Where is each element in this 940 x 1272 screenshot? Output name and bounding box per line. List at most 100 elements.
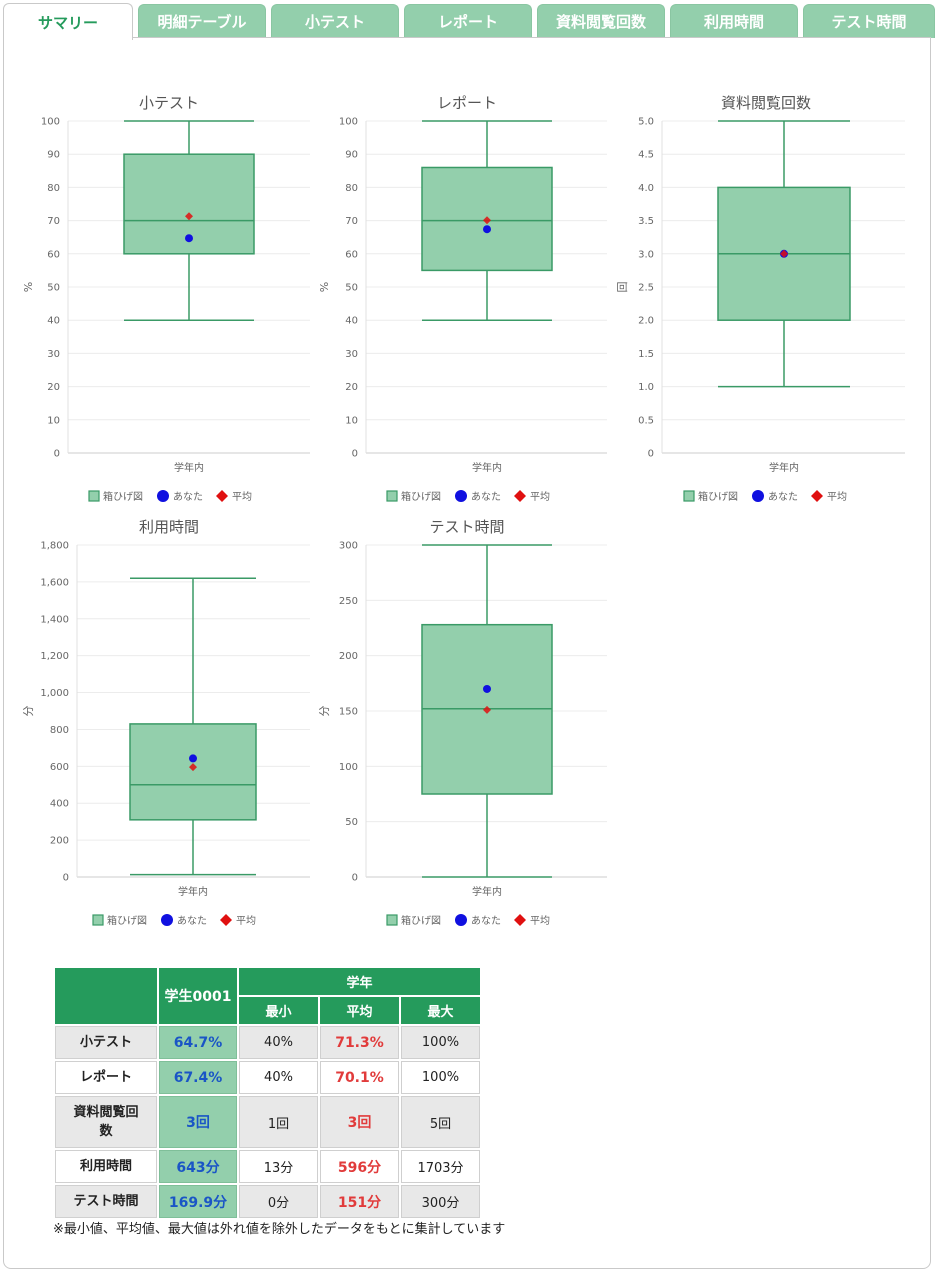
col-header-min: 最小 <box>239 997 318 1024</box>
you-value: 64.7% <box>159 1026 237 1059</box>
y-tick-label: 1,400 <box>40 614 69 625</box>
tab-usage-time[interactable]: 利用時間 <box>670 4 798 38</box>
y-tick-label: 200 <box>339 651 358 662</box>
y-tick-label: 50 <box>345 817 358 828</box>
tab-bar: サマリー 明細テーブル 小テスト レポート 資料閲覧回数 利用時間 テスト時間 <box>3 3 935 40</box>
min-value: 13分 <box>239 1150 318 1183</box>
legend-you-swatch <box>455 914 467 926</box>
y-axis-label: 回 <box>616 282 629 293</box>
tab-test-time[interactable]: テスト時間 <box>803 4 935 38</box>
y-tick-label: 1,000 <box>40 688 69 699</box>
legend-you-swatch <box>455 490 467 502</box>
legend-you-label: あなた <box>471 915 501 927</box>
y-tick-label: 20 <box>345 382 358 393</box>
tab-material-views[interactable]: 資料閲覧回数 <box>537 4 665 38</box>
you-value: 67.4% <box>159 1061 237 1094</box>
y-tick-label: 2.5 <box>638 283 654 294</box>
legend-avg-label: 平均 <box>530 491 550 503</box>
avg-value: 70.1% <box>320 1061 399 1094</box>
legend-box-swatch <box>386 490 398 502</box>
y-tick-label: 1,800 <box>40 541 69 552</box>
avg-point <box>185 212 193 221</box>
you-point <box>483 225 491 234</box>
y-tick-label: 0 <box>648 449 654 460</box>
y-tick-label: 600 <box>50 762 69 773</box>
legend-avg-label: 平均 <box>530 915 550 927</box>
x-tick-label: 学年内 <box>174 461 204 474</box>
y-tick-label: 0 <box>352 449 358 460</box>
chart-legend: 箱ひげ図 あなた 平均 <box>92 914 256 927</box>
legend-box-label: 箱ひげ図 <box>698 490 738 503</box>
y-tick-label: 20 <box>47 382 60 393</box>
legend-box-swatch <box>683 490 695 502</box>
avg-point <box>780 249 788 258</box>
y-tick-label: 50 <box>345 283 358 294</box>
tab-summary[interactable]: サマリー <box>3 3 133 40</box>
summary-table: 学生0001 学年 最小 平均 最大 小テスト 64.7% 40% 71.3% … <box>53 966 482 1220</box>
y-axis-label: % <box>22 282 35 292</box>
avg-point <box>483 705 491 714</box>
chart-title: 小テスト <box>139 94 199 112</box>
avg-value: 151分 <box>320 1185 399 1218</box>
min-value: 40% <box>239 1026 318 1059</box>
legend-avg-swatch <box>216 490 228 502</box>
y-tick-label: 150 <box>339 707 358 718</box>
y-tick-label: 70 <box>47 216 60 227</box>
legend-you-label: あなた <box>471 491 501 503</box>
legend-box-label: 箱ひげ図 <box>401 914 441 927</box>
y-axis-label: % <box>318 282 331 292</box>
min-value: 0分 <box>239 1185 318 1218</box>
legend-you-label: あなた <box>177 915 207 927</box>
chart-title: 資料閲覧回数 <box>721 94 811 112</box>
tab-detail-table[interactable]: 明細テーブル <box>138 4 266 38</box>
y-tick-label: 100 <box>41 117 60 128</box>
min-value: 1回 <box>239 1096 318 1148</box>
you-value: 169.9分 <box>159 1185 237 1218</box>
chart-title: レポート <box>437 94 497 112</box>
you-point <box>189 754 197 763</box>
row-label: 利用時間 <box>55 1150 157 1183</box>
avg-point <box>189 763 197 772</box>
y-tick-label: 3.5 <box>638 216 654 227</box>
max-value: 1703分 <box>401 1150 480 1183</box>
y-axis-label: 分 <box>22 706 35 717</box>
y-tick-label: 50 <box>47 283 60 294</box>
tab-report[interactable]: レポート <box>404 4 532 38</box>
x-tick-label: 学年内 <box>472 461 502 474</box>
table-row: テスト時間 169.9分 0分 151分 300分 <box>55 1185 480 1218</box>
y-tick-label: 1,600 <box>40 577 69 588</box>
legend-avg-swatch <box>514 490 526 502</box>
tab-quiz[interactable]: 小テスト <box>271 4 399 38</box>
table-row: 小テスト 64.7% 40% 71.3% 100% <box>55 1026 480 1059</box>
y-tick-label: 10 <box>47 415 60 426</box>
chart-legend: 箱ひげ図 あなた 平均 <box>386 914 550 927</box>
y-tick-label: 0.5 <box>638 415 654 426</box>
box <box>129 723 257 821</box>
legend-avg-label: 平均 <box>236 915 256 927</box>
y-tick-label: 40 <box>345 316 358 327</box>
legend-box-label: 箱ひげ図 <box>401 490 441 503</box>
y-tick-label: 400 <box>50 799 69 810</box>
y-tick-label: 4.5 <box>638 150 654 161</box>
legend-box-swatch <box>386 914 398 926</box>
y-tick-label: 60 <box>345 249 358 260</box>
min-value: 40% <box>239 1061 318 1094</box>
you-value: 643分 <box>159 1150 237 1183</box>
legend-avg-label: 平均 <box>827 491 847 503</box>
footnote: ※最小値、平均値、最大値は外れ値を除外したデータをもとに集計しています <box>53 1222 506 1237</box>
row-label: レポート <box>55 1061 157 1094</box>
legend-you-swatch <box>752 490 764 502</box>
max-value: 100% <box>401 1061 480 1094</box>
y-tick-label: 100 <box>339 762 358 773</box>
y-tick-label: 2.0 <box>638 316 654 327</box>
y-tick-label: 10 <box>345 415 358 426</box>
legend-you-swatch <box>161 914 173 926</box>
avg-value: 71.3% <box>320 1026 399 1059</box>
chart-legend: 箱ひげ図 あなた 平均 <box>88 490 252 503</box>
y-tick-label: 0 <box>63 873 69 884</box>
legend-avg-swatch <box>220 914 232 926</box>
max-value: 100% <box>401 1026 480 1059</box>
y-tick-label: 100 <box>339 117 358 128</box>
y-tick-label: 300 <box>339 541 358 552</box>
